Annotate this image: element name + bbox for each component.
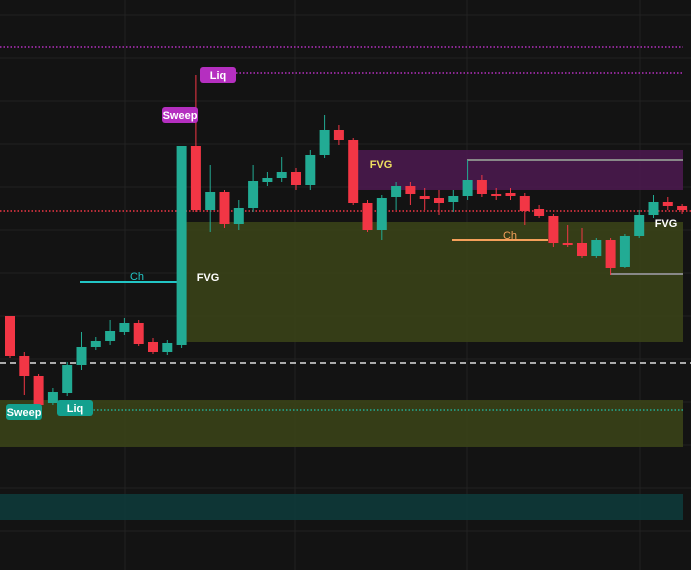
label-text: FVG [370, 159, 393, 171]
candle-body [462, 180, 473, 196]
label-text: Liq [67, 403, 84, 415]
candle-body [90, 341, 101, 347]
label-text: Ch [503, 230, 517, 242]
candle-body [33, 376, 44, 405]
label-box [57, 400, 93, 416]
candle-body [376, 198, 387, 230]
candle-body [348, 140, 359, 203]
candle-body [205, 192, 216, 210]
candle-body [362, 203, 373, 230]
label-text: Liq [210, 70, 227, 82]
candle-body [562, 243, 573, 245]
candle-body [677, 206, 688, 210]
candle-body [591, 240, 602, 256]
candle-body [119, 323, 130, 332]
zone [0, 494, 683, 520]
label-text: FVG [197, 272, 220, 284]
zone [358, 150, 683, 190]
candle-body [19, 356, 30, 376]
candle-body [391, 186, 402, 197]
label-box [6, 404, 42, 420]
candle-body [62, 365, 73, 393]
candle-body [519, 196, 530, 211]
candle-body [176, 146, 187, 345]
candle-body [105, 331, 116, 341]
candle-body [405, 186, 416, 194]
label-text: FVG [655, 218, 678, 230]
candle-body [305, 155, 316, 185]
candle-body [262, 178, 273, 182]
candle-body [133, 323, 144, 344]
candle-body [291, 172, 301, 185]
label-text: Sweep [163, 110, 198, 122]
candle-body [333, 130, 344, 140]
candle-body [491, 194, 502, 196]
candle-body [548, 216, 559, 243]
candle-body [434, 198, 444, 203]
candle-body [190, 146, 201, 210]
candle-body [634, 215, 645, 236]
candle-body [648, 202, 659, 215]
candle-body [476, 180, 487, 194]
candle-body [319, 130, 330, 155]
candle-body [5, 316, 15, 356]
candle-body [162, 343, 173, 352]
candle-body [233, 208, 244, 224]
candle-body [219, 192, 230, 224]
label-box [162, 107, 198, 123]
label-text: Sweep [7, 407, 42, 419]
candle-body [276, 172, 287, 178]
label-text: Ch [130, 271, 144, 283]
candle-body [662, 202, 673, 206]
candle-body [505, 193, 516, 196]
candle-body [577, 243, 587, 256]
candle-body [419, 196, 430, 199]
candle-body [619, 236, 630, 267]
candle-body [448, 196, 459, 202]
candle-body [148, 342, 158, 352]
candle-body [76, 347, 87, 365]
candle-body [605, 240, 616, 268]
label-box [200, 67, 236, 83]
candle-body [248, 181, 259, 208]
zone [0, 400, 683, 447]
candle-body [534, 209, 545, 216]
candle-body [47, 392, 58, 403]
